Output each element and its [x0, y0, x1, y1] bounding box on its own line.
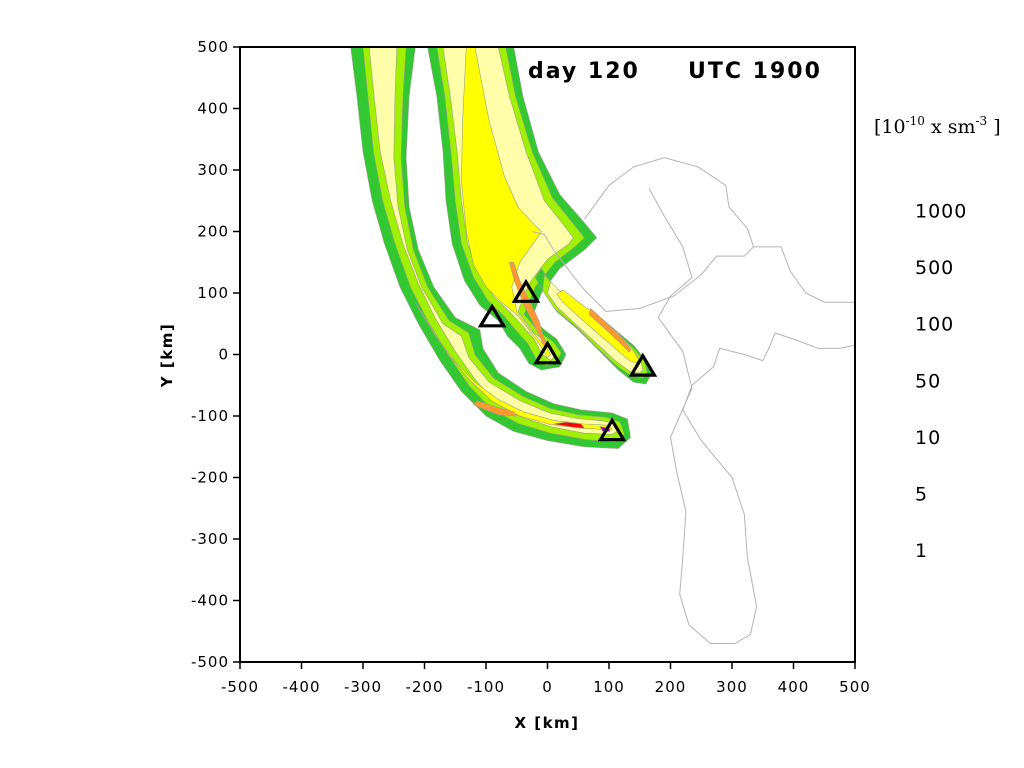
source-triangle-3: [533, 340, 562, 365]
source-triangle-4: [628, 352, 658, 377]
y-tick-label: 200: [197, 223, 229, 241]
x-tick-label: -500: [221, 678, 259, 696]
x-tick-label: -300: [344, 678, 382, 696]
colorbar-label: 50: [915, 370, 941, 392]
x-tick-label: 500: [839, 678, 871, 696]
y-tick-label: 300: [197, 161, 229, 179]
x-tick-label: -400: [282, 678, 320, 696]
y-tick-label: -300: [191, 530, 229, 548]
colorbar-label: 1: [915, 540, 928, 562]
x-tick-label: 200: [655, 678, 687, 696]
source-marker-layer: [477, 278, 658, 442]
colorbar-label: 100: [915, 314, 954, 336]
y-tick-label: -100: [191, 407, 229, 425]
y-tick-label: -400: [191, 592, 229, 610]
source-triangle-2: [511, 278, 541, 303]
x-tick-label: 300: [716, 678, 748, 696]
colorbar-label: 10: [915, 427, 941, 449]
x-tick-label: 400: [778, 678, 810, 696]
colorbar-unit-label: [10-10 x sm-3 ]: [874, 114, 1001, 138]
plume-1-level-5: [473, 400, 518, 417]
plume-2-level-4: [461, 47, 551, 359]
header-utc: UTC 1900: [688, 59, 822, 84]
colorbar-label: 5: [915, 483, 928, 505]
plume-1-level-6: [553, 421, 586, 429]
x-axis-title: X [km]: [514, 714, 579, 732]
x-tick-label: 100: [593, 678, 625, 696]
unit-prefix: [10: [874, 116, 906, 138]
y-tick-label: 500: [197, 38, 229, 56]
lake-outline-1: [531, 157, 755, 313]
y-tick-label: -200: [191, 469, 229, 487]
y-tick-label: 100: [197, 284, 229, 302]
x-tick-label: -200: [405, 678, 443, 696]
lake-outline-4: [657, 295, 855, 644]
y-tick-label: -500: [191, 653, 229, 671]
colorbar-label: 1000: [915, 201, 967, 223]
colorbar: 1 5 10 50 100 500 1000: [915, 201, 967, 562]
plume-layer: [350, 47, 653, 449]
lake-outline-3: [753, 246, 855, 303]
y-tick-label: 400: [197, 100, 229, 118]
source-triangle-5: [597, 417, 627, 442]
x-tick-label: 0: [542, 678, 553, 696]
lake-outline-layer: [531, 157, 855, 644]
unit-exponent-1: -10: [906, 114, 925, 128]
plume-3-level-4: [556, 289, 639, 364]
plume-3-level-5: [588, 307, 632, 353]
lake-outline-2: [648, 188, 693, 297]
colorbar-label: 500: [915, 257, 954, 279]
y-tick-label: 0: [218, 346, 229, 364]
header-day: day 120: [528, 59, 640, 84]
y-axis-title: Y [km]: [158, 323, 176, 388]
unit-suffix: ]: [987, 116, 1000, 138]
unit-exponent-2: -3: [975, 114, 987, 128]
unit-middle: x sm: [925, 116, 976, 138]
tick-layer: -500 -400 -300 -200 -100 0 100 200 300 400 500 -500…: [191, 38, 871, 696]
source-triangle-1: [477, 303, 507, 328]
x-tick-label: -100: [467, 678, 505, 696]
